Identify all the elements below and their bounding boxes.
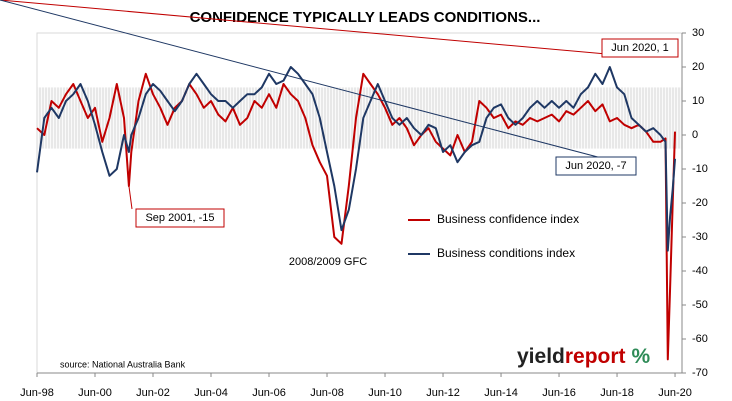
annotation: Jun 2020, 1 [611, 42, 669, 54]
x-tick-label: Jun-16 [542, 387, 576, 399]
annotation-leader [0, 0, 633, 167]
source: source: National Australia Bank [60, 359, 186, 369]
x-tick-label: Jun-14 [484, 387, 518, 399]
annotation: Sep 2001, -15 [145, 212, 214, 224]
y-tick-label: -70 [692, 367, 708, 379]
logo-part: % [632, 345, 651, 368]
x-tick-label: Jun-98 [20, 387, 54, 399]
legend-label: Business confidence index [437, 212, 579, 226]
x-tick-label: Jun-10 [368, 387, 402, 399]
y-tick-label: 30 [692, 27, 704, 39]
x-tick-label: Jun-00 [78, 387, 112, 399]
legend-label: Business conditions index [437, 246, 575, 260]
x-tick-label: Jun-12 [426, 387, 460, 399]
annotation-leader [128, 185, 133, 210]
x-tick-label: Jun-06 [252, 387, 286, 399]
annotation: 2008/2009 GFC [289, 256, 367, 268]
logo-part: yield [517, 345, 565, 368]
series-line [36, 72, 676, 361]
series-line [36, 66, 676, 252]
x-tick-label: Jun-08 [310, 387, 344, 399]
x-tick-label: Jun-04 [194, 387, 228, 399]
y-tick-label: -30 [692, 231, 708, 243]
x-tick-label: Jun-02 [136, 387, 170, 399]
logo: yieldreport% [517, 345, 651, 368]
y-tick-label: 20 [692, 61, 704, 73]
x-tick-label: Jun-18 [600, 387, 634, 399]
y-tick-label: 0 [692, 129, 698, 141]
y-tick-label: 10 [692, 95, 704, 107]
annotation-box [555, 156, 637, 176]
annotation-box [601, 38, 679, 58]
chart-title: CONFIDENCE TYPICALLY LEADS CONDITIONS... [190, 9, 541, 26]
annotation-box [135, 208, 225, 228]
y-tick-label: -10 [692, 163, 708, 175]
y-tick-label: -40 [692, 265, 708, 277]
y-tick-label: -50 [692, 299, 708, 311]
logo-part: report [565, 345, 626, 368]
y-tick-label: -60 [692, 333, 708, 345]
y-tick-label: -20 [692, 197, 708, 209]
plot-frame [36, 32, 683, 374]
annotation: Jun 2020, -7 [565, 160, 626, 172]
x-tick-label: Jun-20 [658, 387, 692, 399]
annotation-leader [0, 0, 641, 58]
